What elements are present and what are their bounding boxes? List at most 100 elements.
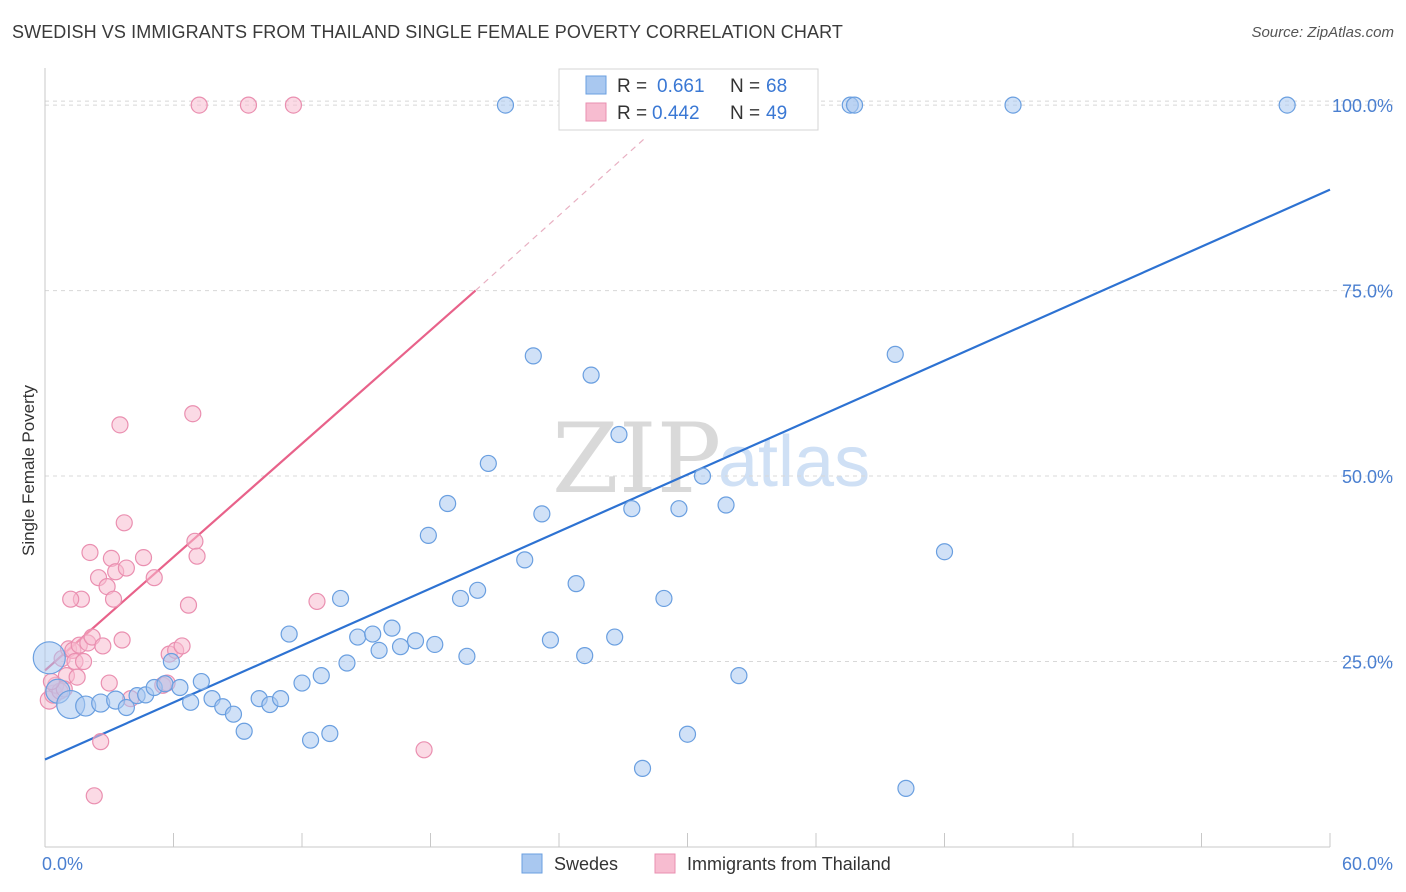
grid-lines [45, 100, 1393, 663]
swedes-point-25 [312, 667, 330, 685]
swedes-point-40 [469, 581, 487, 599]
swedes-point-22 [280, 625, 298, 643]
swedes-point-31 [370, 641, 388, 659]
swedes-point-35 [419, 526, 437, 545]
swedes-point-44 [524, 347, 542, 365]
thailand-point-42 [284, 96, 303, 114]
thailand-point-41 [239, 96, 258, 114]
swedes-point-47 [567, 575, 585, 593]
swedes-point-10 [156, 675, 174, 693]
swedes-point-39 [458, 647, 476, 665]
swedes-point-14 [192, 672, 210, 691]
legend-n-label-thailand: N = [730, 103, 760, 124]
bottom-legend-label-swedes: Swedes [554, 854, 618, 874]
thailand-point-27 [117, 559, 135, 577]
x-tick-label-max: 60.0% [1342, 854, 1393, 874]
swedes-point-0 [32, 641, 66, 675]
swedes-point-33 [391, 638, 410, 656]
legend-r-label-thailand: R = [617, 103, 647, 124]
thailand-point-43 [308, 592, 326, 611]
thailand-point-29 [134, 549, 153, 567]
thailand-point-38 [186, 532, 204, 550]
legend-r-label-swedes: R = [617, 76, 647, 97]
legend-r-value-thailand: 0.442 [652, 103, 700, 124]
swedes-point-48 [576, 646, 594, 665]
thailand-point-36 [179, 596, 198, 614]
source-label: Source: ZipAtlas.com [1251, 24, 1394, 41]
swedes-point-18 [235, 722, 253, 740]
thailand-point-26 [115, 514, 133, 532]
thailand-point-45 [62, 590, 80, 608]
swedes-point-32 [383, 619, 401, 637]
swedes-point-11 [162, 652, 180, 671]
thailand-point-13 [81, 543, 99, 562]
swedes-point-13 [182, 693, 200, 711]
y-tick-label-0: 25.0% [1342, 653, 1393, 673]
swedes-point-50 [606, 628, 624, 646]
swedes-point-67 [1278, 96, 1296, 114]
legend-n-label-swedes: N = [730, 76, 760, 97]
swedes-trend-line [44, 188, 1331, 761]
swedes-point-51 [610, 425, 628, 444]
swedes-point-23 [293, 674, 311, 692]
bottom-legend-label-thailand: Immigrants from Thailand [687, 854, 891, 874]
bottom-legend-swatch-swedes [521, 853, 543, 874]
thailand-point-20 [100, 674, 118, 692]
swedes-point-37 [439, 494, 457, 513]
swedes-point-43 [516, 551, 534, 569]
swedes-point-38 [451, 589, 470, 608]
swedes-point-27 [331, 589, 350, 608]
thailand-trend-line [44, 289, 477, 672]
x-tick-label-min: 0.0% [42, 854, 83, 874]
swedes-point-49 [582, 366, 600, 384]
swedes-point-59 [717, 496, 735, 514]
legend-r-value-swedes: 0.661 [657, 76, 705, 97]
swedes-point-57 [693, 467, 712, 485]
axes [44, 68, 1331, 848]
swedes-point-42 [496, 96, 515, 114]
thailand-point-39 [188, 547, 206, 565]
swedes-point-30 [364, 625, 382, 643]
swedes-point-41 [479, 454, 497, 473]
tick-labels: 25.0% 50.0% 75.0% 100.0% 0.0% 60.0% [42, 96, 1393, 874]
swedes-point-63 [886, 345, 904, 363]
swedes-point-66 [1004, 96, 1022, 114]
swedes-point-36 [426, 635, 444, 654]
y-tick-label-2: 75.0% [1342, 282, 1393, 302]
thailand-trend-extension [475, 138, 646, 292]
swedes-point-55 [670, 500, 688, 518]
legend-swatch-swedes [585, 75, 607, 95]
swedes-point-62 [845, 96, 864, 114]
swedes-point-56 [678, 725, 697, 743]
swedes-point-6 [117, 698, 135, 717]
thailand-point-44 [415, 741, 433, 759]
data-points [32, 96, 1296, 805]
swedes-point-29 [349, 628, 367, 646]
thailand-point-30 [145, 569, 163, 587]
swedes-point-60 [730, 667, 748, 685]
thailand-point-24 [111, 416, 129, 434]
swedes-point-24 [301, 731, 320, 749]
swedes-point-34 [406, 632, 425, 650]
swedes-point-45 [533, 505, 551, 523]
bottom-legend-swatch-thailand [654, 853, 676, 874]
thailand-point-35 [173, 637, 191, 655]
stats-legend: R = 0.661 N = 68 R = 0.442 N = 49 [558, 68, 819, 131]
swedes-point-12 [171, 678, 189, 697]
swedes-point-54 [655, 589, 673, 608]
swedes-point-64 [897, 779, 915, 797]
y-axis-label: Single Female Poverty [19, 384, 38, 556]
y-tick-label-1: 50.0% [1342, 467, 1393, 487]
legend-swatch-thailand [585, 102, 607, 122]
watermark-atlas: atlas [718, 422, 870, 502]
swedes-point-21 [271, 690, 290, 708]
swedes-point-46 [541, 631, 560, 649]
thailand-point-9 [68, 668, 86, 686]
swedes-point-28 [338, 654, 356, 672]
swedes-point-52 [623, 500, 641, 518]
legend-n-value-swedes: 68 [766, 76, 787, 97]
thailand-point-15 [85, 787, 103, 805]
legend-n-value-thailand: 49 [766, 103, 787, 124]
thailand-point-37 [184, 405, 202, 423]
